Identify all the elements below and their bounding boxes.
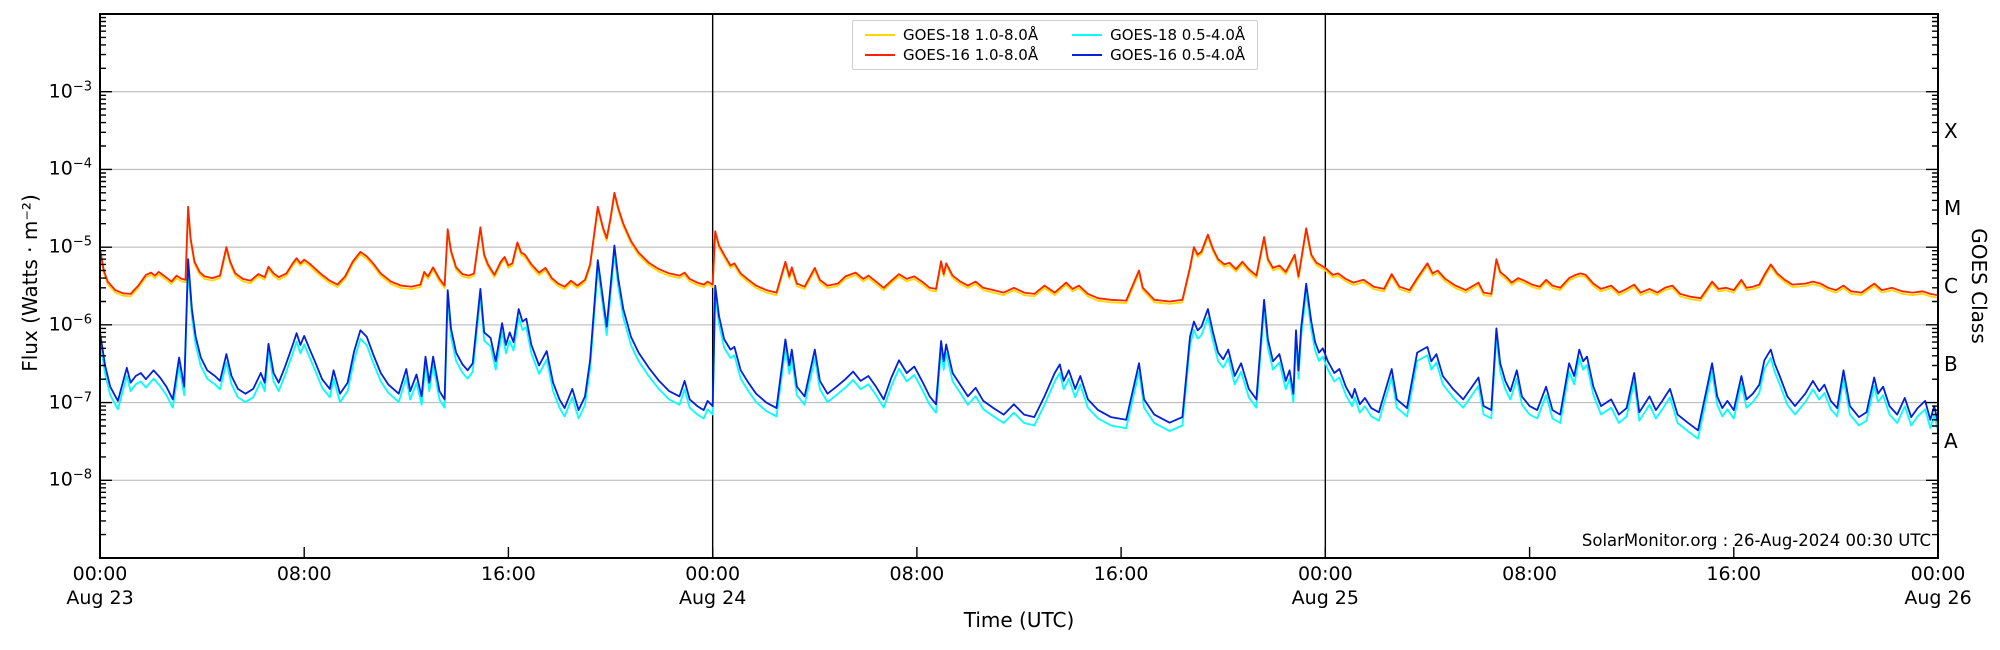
x-tick-label: 16:00 <box>481 563 536 585</box>
x-axis-label: Time (UTC) <box>963 608 1075 632</box>
x-tick-label: 00:00 Aug 24 <box>678 563 747 609</box>
series-line-goes-18-0-5-4-0- <box>100 253 1938 440</box>
x-tick-label: 00:00 Aug 25 <box>1291 563 1359 609</box>
goes-class-letter-x: X <box>1944 118 1958 143</box>
y-tick-label: 10−4 <box>48 156 92 181</box>
x-tick-label: 08:00 <box>889 563 945 585</box>
series-line-goes-16-0-5-4-0- <box>100 244 1938 432</box>
series-line-goes-18-1-0-8-0- <box>100 194 1938 305</box>
legend: GOES-18 1.0-8.0Å GOES-18 0.5-4.0Å GOES-16 … <box>852 20 1259 70</box>
axis-ticks <box>99 13 1939 559</box>
series-line-goes-16-1-0-8-0- <box>100 191 1938 303</box>
legend-entry-label: GOES-18 1.0-8.0Å <box>903 26 1039 44</box>
y-tick-label: 10−8 <box>48 467 92 492</box>
goes-class-letter-c: C <box>1944 274 1958 298</box>
y-tick-label: 10−3 <box>48 79 92 103</box>
solarmonitor-credit-text: SolarMonitor.org : 26-Aug-2024 00:30 UTC <box>1581 531 1931 550</box>
plot-frame <box>99 13 1939 559</box>
x-tick-label: 00:00 Aug 23 <box>66 563 134 609</box>
legend-line-swatch <box>865 54 895 56</box>
legend-entry-label: GOES-18 0.5-4.0Å <box>1110 26 1246 44</box>
legend-entry: GOES-18 1.0-8.0Å <box>865 26 1038 44</box>
x-tick-label: 00:00 Aug 26 <box>1904 563 1972 609</box>
y-axis-label: Flux (Watts · m⁻²) <box>18 194 42 372</box>
x-tick-label: 08:00 <box>1502 563 1557 585</box>
y-tick-label: 10−5 <box>48 234 92 258</box>
x-tick-label: 16:00 <box>1706 563 1762 585</box>
legend-line-swatch <box>865 34 895 36</box>
y-tick-label: 10−7 <box>48 389 92 414</box>
y-tick-label: 10−6 <box>48 312 92 336</box>
legend-entry: GOES-16 1.0-8.0Å <box>865 46 1038 64</box>
legend-entry-label: GOES-16 0.5-4.0Å <box>1110 46 1246 64</box>
legend-entry-label: GOES-16 1.0-8.0Å <box>903 46 1039 64</box>
x-tick-label: 16:00 <box>1093 563 1149 585</box>
goes-class-letter-b: B <box>1944 351 1958 376</box>
legend-line-swatch <box>1072 34 1103 36</box>
legend-entry: GOES-16 0.5-4.0Å <box>1072 46 1245 64</box>
legend-entry: GOES-18 0.5-4.0Å <box>1072 26 1245 44</box>
x-tick-label: 08:00 <box>276 563 332 585</box>
goes-class-letter-m: M <box>1944 196 1962 221</box>
legend-line-swatch <box>1072 54 1103 56</box>
right-axis-label: GOES Class <box>1967 228 1991 344</box>
goes-class-letter-a: A <box>1944 429 1958 454</box>
